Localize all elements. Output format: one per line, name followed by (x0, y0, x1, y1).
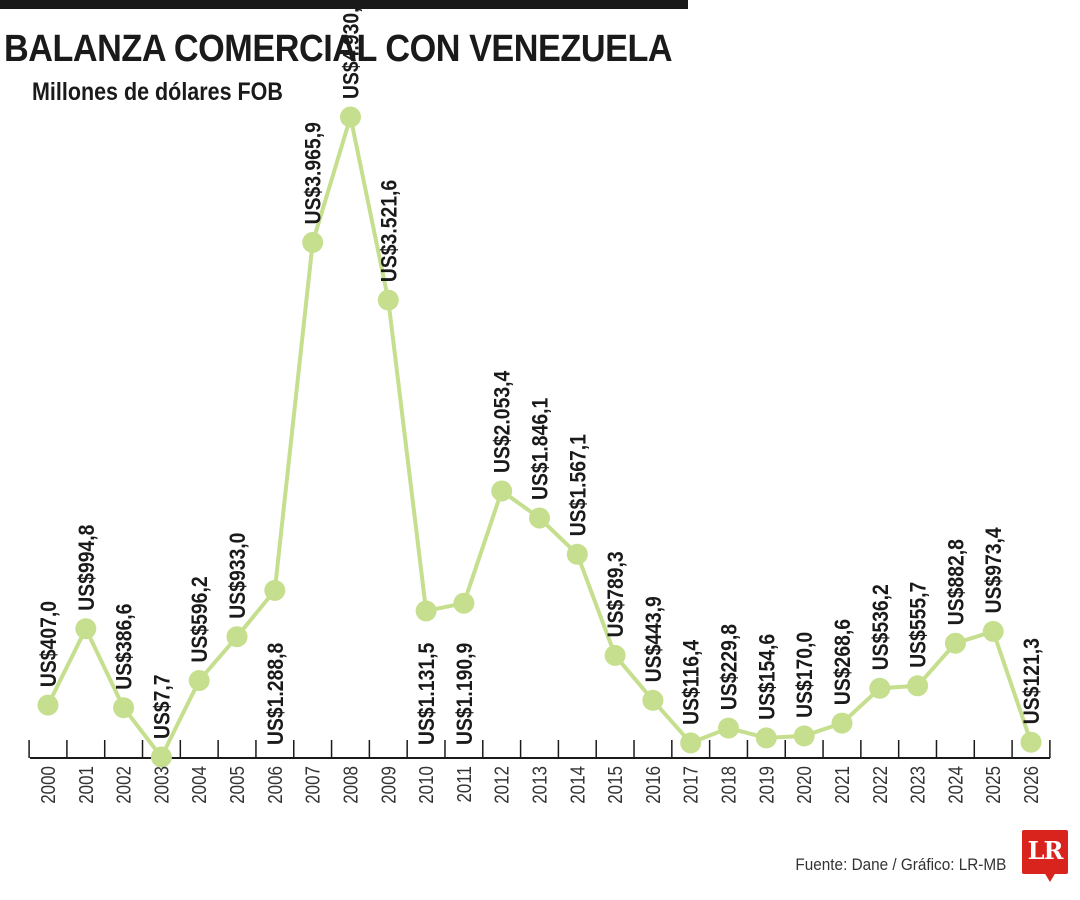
data-point (944, 632, 966, 654)
source-note: Fuente: Dane / Gráfico: LR-MB (795, 855, 1006, 874)
data-label: US$407,0 (37, 601, 61, 687)
data-point (113, 697, 135, 719)
data-label: US$229,8 (717, 624, 741, 710)
data-label-layer: US$407,0 US$994,8 US$386,6 US$7,7 US$596,2 US… (37, 0, 1044, 745)
data-point (302, 231, 324, 253)
data-point (718, 717, 739, 739)
data-point (264, 579, 286, 601)
data-point (680, 732, 702, 754)
data-point (604, 644, 626, 666)
data-label: US$3.965,9 (302, 122, 326, 224)
data-label: US$933,0 (226, 533, 250, 619)
x-tick-labels: 2000 2001 2002 2003 2004 2005 2006 2007 2008 2009… (37, 766, 1043, 804)
data-label: US$116,4 (680, 639, 704, 724)
data-point (491, 480, 513, 502)
x-tick-label: 2000 (37, 766, 60, 804)
x-axis (28, 740, 1051, 759)
x-tick-label: 2006 (263, 766, 286, 804)
x-tick-label: 2009 (377, 766, 400, 804)
data-point (1020, 731, 1042, 753)
data-label: US$536,2 (869, 584, 893, 670)
data-label: US$994,8 (75, 525, 99, 611)
data-point (907, 675, 929, 697)
data-label: US$1.190,9 (453, 643, 477, 745)
data-label: US$1.846,1 (528, 398, 552, 500)
data-label: US$1.131,5 (415, 643, 439, 745)
x-tick-label: 2020 (793, 766, 816, 804)
data-label: US$386,6 (112, 604, 136, 690)
x-tick-label: 2023 (906, 766, 929, 804)
x-tick-label: 2014 (566, 766, 589, 804)
data-label: US$555,7 (906, 582, 930, 668)
x-tick-label: 2002 (112, 766, 135, 804)
data-point (415, 600, 437, 622)
top-rule (0, 0, 688, 9)
data-point (869, 677, 891, 699)
data-label: US$2.053,4 (491, 370, 515, 473)
x-tick-label: 2024 (944, 766, 967, 804)
data-label: US$170,0 (793, 632, 817, 718)
x-tick-label: 2019 (755, 766, 778, 804)
x-tick-label: 2015 (604, 766, 627, 804)
data-point (566, 543, 588, 565)
data-label: US$443,9 (642, 596, 666, 682)
data-label: US$789,3 (604, 551, 628, 637)
data-label: US$882,8 (944, 539, 968, 625)
x-tick-label: 2016 (642, 766, 665, 804)
data-point (755, 727, 777, 749)
data-point (453, 592, 475, 614)
x-tick-label: 2017 (679, 766, 702, 804)
x-tick-label: 2004 (188, 766, 211, 804)
data-point-layer (37, 106, 1042, 768)
data-point (831, 712, 853, 734)
x-tick-label: 2026 (1020, 766, 1043, 804)
x-tick-label: 2012 (490, 766, 513, 804)
data-label: US$1.288,8 (264, 643, 288, 745)
x-tick-label: 2005 (226, 766, 249, 804)
data-point (340, 106, 361, 128)
data-point (982, 620, 1004, 642)
data-point (37, 694, 59, 716)
data-label: US$973,4 (982, 527, 1006, 614)
data-label: US$1.567,1 (566, 434, 590, 536)
x-tick-label: 2025 (982, 766, 1005, 804)
data-point (150, 746, 172, 768)
data-label: US$3.521,6 (377, 180, 401, 282)
data-point (377, 289, 399, 311)
data-point (188, 670, 210, 691)
data-label: US$268,6 (831, 619, 855, 705)
data-label: US$4.930,2 (339, 0, 363, 99)
x-tick-label: 2008 (339, 766, 362, 804)
x-tick-label: 2007 (301, 766, 324, 804)
data-label: US$7,7 (150, 674, 174, 739)
lr-logo: LR (1022, 830, 1068, 874)
lr-logo-tail (1044, 872, 1056, 882)
data-point (226, 626, 248, 648)
data-label: US$121,3 (1020, 638, 1044, 724)
chart-title: BALANZA COMERCIAL CON VENEZUELA (4, 28, 673, 70)
data-point (75, 618, 97, 640)
x-tick-label: 2021 (831, 766, 854, 804)
data-point (529, 507, 550, 529)
data-point (793, 725, 815, 747)
data-label: US$596,2 (188, 576, 212, 662)
data-label: US$154,6 (755, 634, 779, 720)
x-tick-label: 2001 (74, 766, 97, 804)
x-tick-label: 2003 (150, 766, 173, 804)
lr-logo-text: LR (1027, 836, 1064, 865)
x-tick-label: 2022 (868, 766, 891, 804)
x-tick-label: 2013 (528, 766, 551, 804)
x-tick-label: 2011 (453, 766, 476, 803)
x-tick-label: 2018 (717, 766, 740, 804)
x-tick-label: 2010 (415, 766, 438, 804)
chart-subtitle: Millones de dólares FOB (32, 78, 283, 106)
data-point (642, 689, 664, 711)
